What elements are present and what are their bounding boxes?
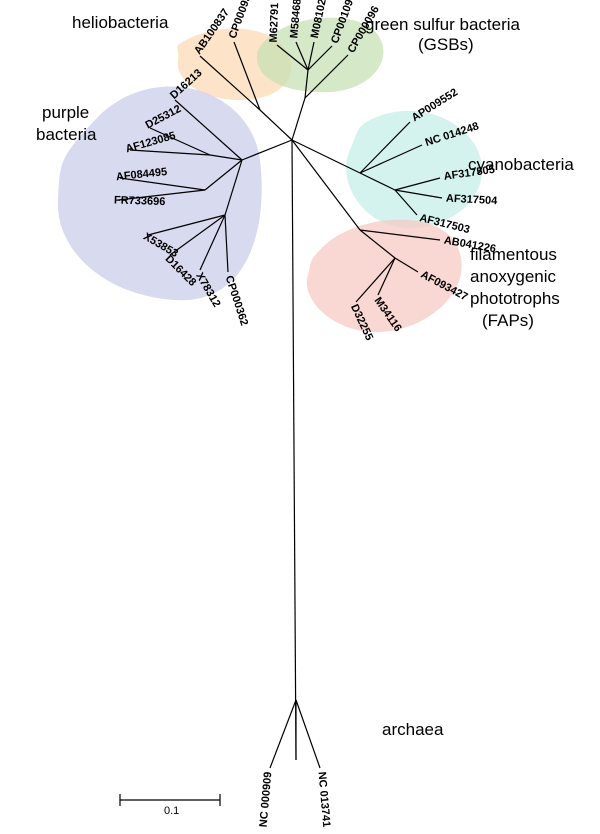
group-label-archaea: archaea [382, 720, 444, 739]
tip-M62791: M62791 [268, 3, 281, 43]
group-label-fap: filamentous [470, 245, 557, 264]
group-label-heliobacteria: heliobacteria [72, 13, 169, 32]
group-label-gsb: green sulfur bacteria [365, 15, 521, 34]
group-label3-fap: phototrophs [470, 289, 560, 308]
group-label2-gsb: (GSBs) [418, 35, 474, 54]
group-label2-purple: bacteria [36, 125, 97, 144]
group-label-purple: purple [42, 103, 89, 122]
scale-label: 0.1 [164, 805, 179, 817]
phylo-tree: CP000930AB100837M62791M58468M08102CP0010… [0, 0, 600, 834]
tip-FR733696: FR733696 [114, 194, 166, 208]
group-label-cyanobacteria: cyanobacteria [468, 155, 574, 174]
group-label4-fap: (FAPs) [482, 311, 534, 330]
group-label2-fap: anoxygenic [470, 267, 557, 286]
